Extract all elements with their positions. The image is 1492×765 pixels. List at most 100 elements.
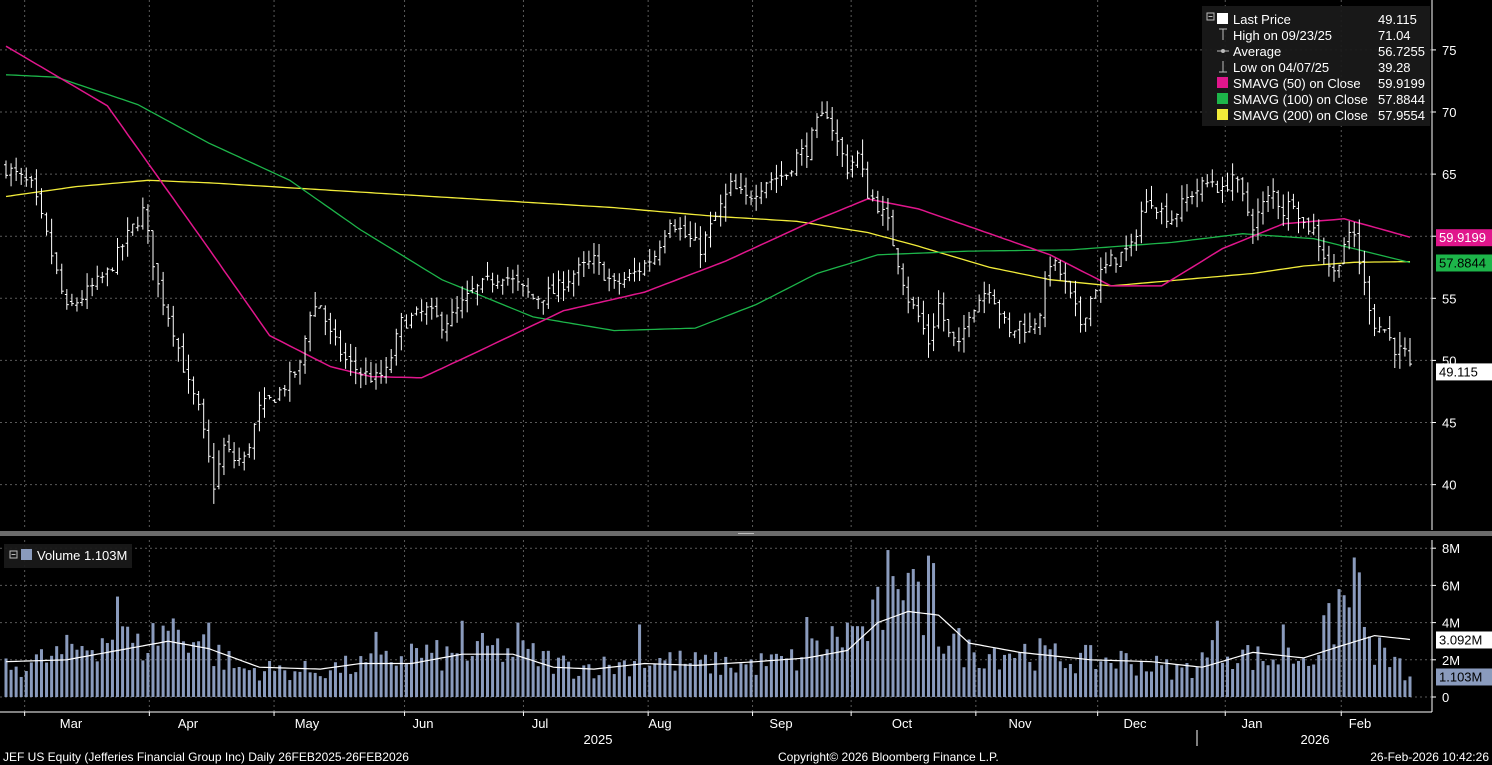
price-bar [921,300,926,335]
volume-bar [622,660,626,697]
volume-tick-label: 4M [1442,616,1460,631]
price-bar [287,361,292,402]
volume-bar [349,673,353,697]
month-label: Nov [1008,716,1032,731]
price-bar [911,296,916,310]
volume-bar [779,655,783,697]
price-bar [683,215,688,239]
legend-background [1202,6,1430,126]
price-bar [728,172,733,197]
price-bar [176,337,181,362]
price-bar [673,219,678,233]
volume-bar [1124,653,1128,697]
volume-bar [1043,645,1047,697]
volume-bar [1134,675,1138,697]
price-bar [749,190,754,206]
low-marker-icon [1219,61,1227,73]
price-bar [1347,220,1352,250]
sma-100-line [5,74,1411,332]
price-bar [54,252,59,275]
volume-bar [982,668,986,697]
price-bar [870,189,875,202]
volume-bar [1291,663,1295,697]
price-bar [875,190,880,214]
volume-bar [1018,652,1022,697]
price-bar [1367,275,1372,325]
price-bar [135,216,140,232]
volume-bars [4,550,1412,697]
average-marker-dot [1221,49,1225,53]
volume-bar [1286,647,1290,697]
volume-bar [703,654,707,697]
price-tag-text: 57.8844 [1439,255,1486,270]
volume-average-path [5,610,1411,670]
volume-bar [207,622,211,697]
volume-bar [587,664,591,697]
price-bar [1174,213,1179,228]
volume-bar [501,661,505,697]
volume-bar [1175,664,1179,697]
price-legend[interactable]: Last Price 49.115 High on 09/23/25 71.04 Ave… [1202,6,1430,126]
price-bar [1124,235,1129,262]
price-bar [64,289,69,310]
price-bar [358,367,363,389]
price-bar [1266,186,1271,213]
volume-bar [379,654,383,697]
volume-bar [866,641,870,697]
volume-bar [749,659,753,697]
price-bar [566,269,571,292]
volume-legend[interactable]: Volume 1.103M [4,544,132,568]
volume-bar [1155,655,1159,697]
volume-bar [627,676,631,697]
price-bar [536,295,541,310]
volume-bar [1053,643,1057,697]
volume-bar [850,626,854,697]
price-bar [145,204,150,244]
volume-bar [374,631,378,697]
volume-bar [521,640,525,697]
volume-bar [131,642,135,697]
price-bar [794,148,799,177]
price-bar [490,272,495,293]
price-bar [820,101,825,117]
volume-bar [830,626,834,697]
price-tag-text: 59.9199 [1439,230,1486,245]
volume-bar [602,656,606,697]
price-bar [1397,331,1402,369]
volume-bar [399,656,403,697]
price-bar [678,217,683,241]
volume-bar [369,653,373,697]
volume-average-line [5,610,1411,670]
price-tag-text: 49.115 [1439,364,1478,379]
price-bar [617,273,622,295]
month-label: May [295,716,320,731]
price-bar [708,211,713,248]
price-bar [9,163,14,187]
volume-bar [582,665,586,697]
price-bar [1103,252,1108,274]
volume-bar [997,669,1001,697]
volume-bar [29,662,33,697]
volume-bar [531,643,535,697]
volume-bar [85,650,89,697]
price-bar [1129,233,1134,257]
price-bar [951,331,956,347]
price-bar [941,292,946,332]
volume-bar [1231,669,1235,697]
panel-divider[interactable] [0,531,1492,536]
price-bar [1225,172,1230,192]
volume-bar [1094,668,1098,697]
price-bar [206,419,211,463]
price-bar [1088,296,1093,327]
volume-tag: 1.103M [1436,668,1492,686]
volume-bar [506,648,510,697]
volume-bar [247,670,251,697]
year-label: 2026 [1301,732,1330,747]
volume-bar [861,626,865,697]
month-label: Aug [648,716,671,731]
volume-bar [764,666,768,697]
price-bar [49,218,54,265]
volume-bar [384,650,388,697]
price-bar [389,349,394,374]
volume-bar [1317,655,1321,697]
